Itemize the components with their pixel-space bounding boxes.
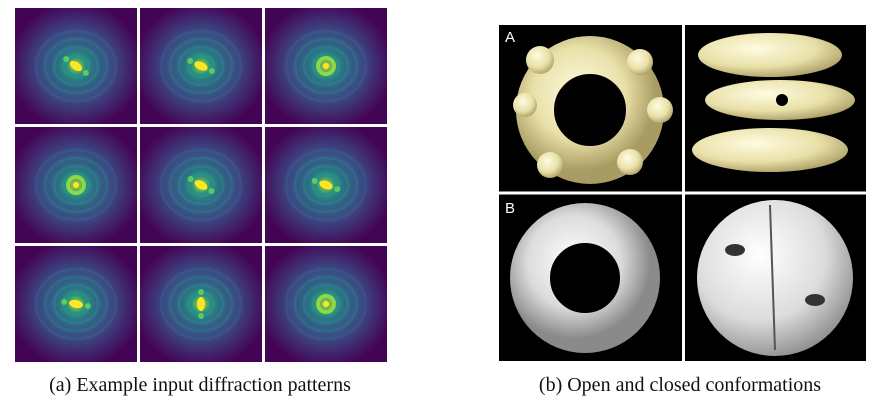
closed-conformation-a — [692, 33, 855, 172]
center-spot — [323, 301, 329, 307]
diffraction-pattern — [15, 127, 137, 243]
diffraction-grid — [15, 8, 387, 362]
diffraction-pattern — [265, 246, 387, 362]
diffraction-pattern — [15, 8, 137, 124]
diffraction-pattern — [265, 8, 387, 124]
center-spot — [323, 63, 329, 69]
panel-label: A — [505, 29, 515, 46]
diffraction-pattern — [140, 127, 262, 243]
side-spot — [198, 313, 204, 319]
diffraction-pattern — [15, 246, 137, 362]
panel-label: B — [505, 200, 515, 217]
diffraction-pattern — [140, 8, 262, 124]
diffraction-pattern — [265, 127, 387, 243]
closed-conformation-b — [697, 200, 853, 356]
caption: (b) Open and closed conformations — [539, 374, 821, 396]
page: A B (a) Example input diffraction patter… — [0, 0, 875, 402]
diffraction-pattern — [140, 246, 262, 362]
center-spot — [197, 297, 205, 311]
center-spot — [73, 182, 79, 188]
caption: (a) Example input diffraction patterns — [49, 374, 351, 396]
figure: A B (a) Example input diffraction patter… — [0, 0, 875, 402]
side-spot — [198, 289, 204, 295]
